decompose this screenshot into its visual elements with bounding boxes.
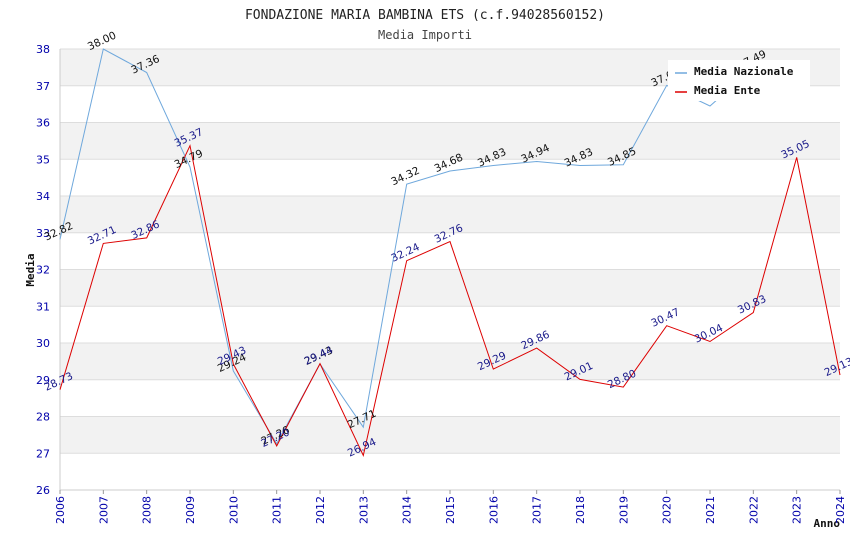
x-tick-label: 2009 — [184, 496, 197, 524]
grid-band — [60, 196, 840, 233]
series-line-1 — [59, 144, 841, 458]
x-tick-label: 2018 — [574, 496, 587, 524]
y-tick-label: 36 — [36, 117, 50, 130]
y-tick-label: 37 — [36, 80, 50, 93]
x-tick-label: 2024 — [834, 496, 847, 524]
legend: Media Nazionale Media Ente — [668, 60, 810, 101]
x-tick-labels: 2006 2007 2008 2009 2010 2011 2012 2013 2014 2015… — [54, 490, 847, 524]
x-tick-label: 2019 — [617, 496, 630, 524]
x-tick-label: 2022 — [747, 496, 760, 524]
x-tick-label: 2020 — [661, 496, 674, 524]
grid-bands — [60, 49, 840, 490]
x-axis-label: Anno — [814, 517, 841, 530]
y-tick-label: 29 — [36, 374, 50, 387]
y-tick-label: 31 — [36, 300, 50, 313]
x-tick-label: 2010 — [227, 496, 240, 524]
x-tick-label: 2016 — [487, 496, 500, 524]
legend-label-ente: Media Ente — [694, 84, 761, 97]
y-tick-labels: 26 27 28 29 30 31 32 33 34 35 36 37 38 — [36, 43, 50, 497]
y-axis-label: Media — [24, 253, 37, 286]
y-tick-label: 32 — [36, 264, 50, 277]
y-tick-label: 33 — [36, 227, 50, 240]
grid-band — [60, 343, 840, 380]
y-tick-label: 30 — [36, 337, 50, 350]
x-tick-label: 2015 — [444, 496, 457, 524]
x-tick-label: 2011 — [271, 496, 284, 524]
legend-box — [668, 60, 810, 101]
y-tick-label: 34 — [36, 190, 50, 203]
y-tick-label: 28 — [36, 411, 50, 424]
y-tick-label: 26 — [36, 484, 50, 497]
grid-band — [60, 379, 840, 417]
grid-band — [60, 232, 840, 270]
grid-band — [60, 453, 840, 490]
y-tick-label: 35 — [36, 153, 50, 166]
grid-band — [60, 159, 840, 196]
x-tick-label: 2008 — [141, 496, 154, 524]
chart-title: FONDAZIONE MARIA BAMBINA ETS (c.f.940285… — [245, 8, 605, 23]
x-tick-label: 2013 — [357, 496, 370, 524]
x-tick-label: 2012 — [314, 496, 327, 524]
y-tick-label: 38 — [36, 43, 50, 56]
grid-band — [60, 269, 840, 307]
x-tick-label: 2023 — [791, 496, 804, 524]
grid-band — [60, 122, 840, 160]
x-tick-label: 2007 — [97, 496, 110, 524]
grid-band — [60, 416, 840, 454]
x-tick-label: 2014 — [401, 496, 414, 524]
y-tick-label: 27 — [36, 447, 50, 460]
grid-band — [60, 306, 840, 343]
chart-subtitle: Media Importi — [378, 28, 472, 42]
series-lines — [59, 48, 841, 458]
legend-label-naz: Media Nazionale — [694, 65, 794, 78]
x-tick-label: 2006 — [54, 496, 67, 524]
series-line-0 — [59, 48, 754, 445]
x-tick-label: 2017 — [531, 496, 544, 524]
x-tick-label: 2021 — [704, 496, 717, 524]
